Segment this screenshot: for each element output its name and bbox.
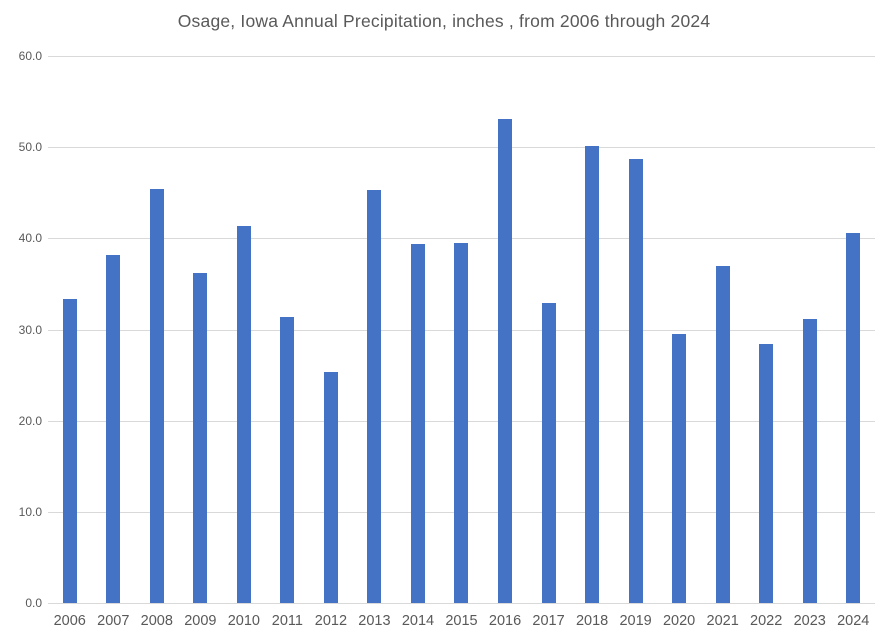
bar-column-2009 bbox=[179, 56, 223, 603]
bar-column-2017 bbox=[527, 56, 571, 603]
y-tick-label-60.0: 60.0 bbox=[18, 49, 42, 63]
y-tick-label-20.0: 20.0 bbox=[18, 413, 42, 428]
bar-column-2019 bbox=[614, 56, 658, 603]
bar-2014 bbox=[410, 243, 425, 603]
bar-column-2015 bbox=[440, 56, 484, 603]
bar-2018 bbox=[585, 146, 600, 603]
x-tick-label-2009: 2009 bbox=[184, 613, 217, 629]
bar-2015 bbox=[454, 242, 469, 603]
bar-2007 bbox=[106, 254, 121, 603]
bar-column-2018 bbox=[570, 56, 614, 603]
y-tick-label-40.0: 40.0 bbox=[18, 231, 42, 246]
bar-column-2014 bbox=[396, 56, 440, 603]
x-tick-label-2012: 2012 bbox=[314, 613, 348, 629]
y-tick-label-10.0: 10.0 bbox=[18, 504, 42, 519]
x-tick-label-2006: 2006 bbox=[53, 613, 86, 629]
y-tick-label-0.0: 0.0 bbox=[25, 596, 42, 610]
x-tick-label-2017: 2017 bbox=[532, 613, 565, 629]
bar-column-2010 bbox=[222, 56, 266, 603]
bar-column-2008 bbox=[135, 56, 179, 603]
bar-2024 bbox=[846, 232, 861, 603]
plot-area bbox=[48, 56, 875, 604]
y-tick-label-50.0: 50.0 bbox=[18, 140, 42, 155]
bar-2009 bbox=[193, 272, 208, 603]
bar-column-2011 bbox=[266, 56, 310, 603]
x-tick-label-2024: 2024 bbox=[837, 613, 870, 629]
x-tick-label-2020: 2020 bbox=[662, 613, 696, 629]
bar-column-2007 bbox=[92, 56, 136, 603]
bar-column-2023 bbox=[788, 56, 832, 603]
y-tick-label-30.0: 30.0 bbox=[18, 322, 42, 337]
bar-column-2021 bbox=[701, 56, 745, 603]
x-tick-label-2008: 2008 bbox=[140, 613, 173, 629]
gridline-0.0 bbox=[48, 603, 875, 604]
bar-2012 bbox=[323, 372, 338, 603]
bar-column-2016 bbox=[483, 56, 527, 603]
x-tick-label-2013: 2013 bbox=[358, 613, 391, 629]
bar-2010 bbox=[236, 226, 251, 603]
chart-title: Osage, Iowa Annual Precipitation, inches… bbox=[177, 11, 711, 31]
bar-2016 bbox=[498, 118, 512, 603]
x-tick-label-2022: 2022 bbox=[750, 613, 783, 629]
bar-2019 bbox=[628, 159, 643, 603]
x-tick-label-2011: 2011 bbox=[271, 613, 303, 629]
bar-column-2020 bbox=[657, 56, 701, 603]
x-tick-label-2015: 2015 bbox=[445, 613, 478, 629]
bar-2017 bbox=[541, 303, 556, 603]
bar-2022 bbox=[759, 344, 774, 603]
gridline-40.0 bbox=[48, 238, 875, 240]
bar-2021 bbox=[715, 265, 730, 603]
x-tick-label-2014: 2014 bbox=[401, 613, 435, 629]
bar-column-2013 bbox=[353, 56, 397, 603]
bar-2011 bbox=[280, 316, 295, 603]
bar-2023 bbox=[802, 319, 817, 603]
bar-2020 bbox=[672, 334, 687, 603]
bar-column-2012 bbox=[309, 56, 353, 603]
bar-column-2022 bbox=[744, 56, 788, 603]
x-tick-label-2023: 2023 bbox=[793, 613, 826, 629]
bar-2006 bbox=[62, 299, 77, 603]
gridline-60.0 bbox=[48, 56, 875, 57]
x-tick-label-2010: 2010 bbox=[227, 613, 260, 629]
bar-2008 bbox=[149, 189, 164, 603]
bar-column-2006 bbox=[48, 56, 92, 603]
x-tick-label-2019: 2019 bbox=[619, 613, 652, 629]
x-tick-label-2016: 2016 bbox=[488, 613, 522, 629]
bar-2013 bbox=[367, 190, 382, 603]
x-tick-label-2018: 2018 bbox=[575, 613, 609, 629]
bar-column-2024 bbox=[831, 56, 875, 603]
gridline-50.0 bbox=[48, 147, 875, 149]
x-tick-label-2007: 2007 bbox=[97, 613, 130, 629]
x-tick-label-2021: 2021 bbox=[706, 613, 739, 629]
